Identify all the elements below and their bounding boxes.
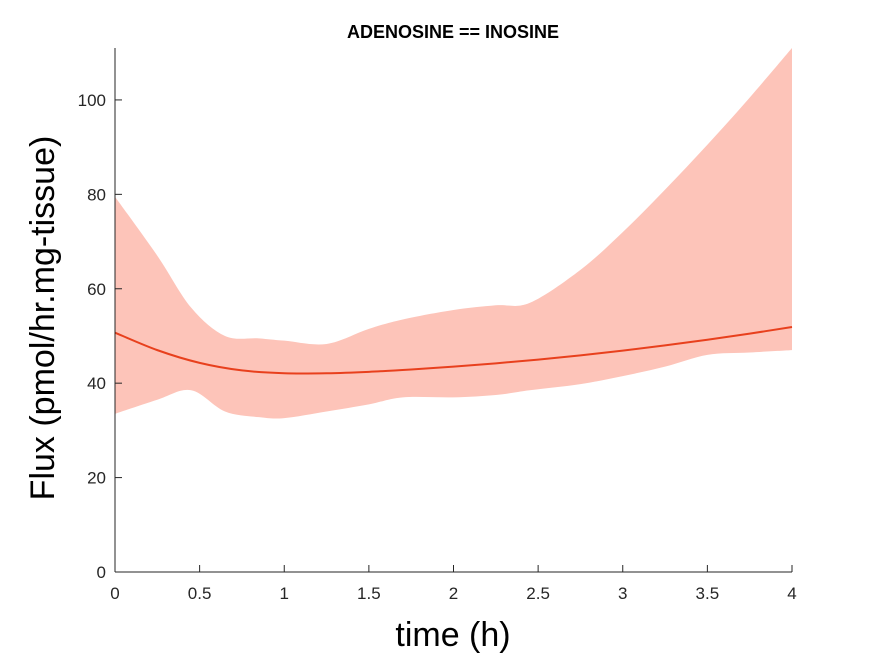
x-tick-label: 1.5 (357, 584, 381, 603)
y-tick-label: 80 (87, 185, 106, 204)
y-tick-label: 40 (87, 374, 106, 393)
y-tick-label: 0 (97, 563, 106, 582)
y-tick-label: 60 (87, 280, 106, 299)
y-axis-label: Flux (pmol/hr.mg-tissue) (24, 136, 62, 501)
x-tick-label: 1 (280, 584, 289, 603)
series-line-0 (114, 326, 793, 375)
series-line-layer (114, 326, 793, 375)
x-tick-label: 0 (110, 584, 119, 603)
x-tick-label: 2.5 (526, 584, 550, 603)
y-tick-label: 100 (78, 91, 106, 110)
chart-title: ADENOSINE == INOSINE (347, 22, 559, 42)
confidence-band-layer (115, 48, 792, 419)
x-axis-label: time (h) (395, 616, 510, 654)
x-tick-label: 3.5 (696, 584, 720, 603)
x-tick-label: 4 (787, 584, 796, 603)
x-tick-label: 0.5 (188, 584, 212, 603)
confidence-band (115, 48, 792, 419)
x-tick-label: 2 (449, 584, 458, 603)
x-tick-label: 3 (618, 584, 627, 603)
y-tick-label: 20 (87, 469, 106, 488)
